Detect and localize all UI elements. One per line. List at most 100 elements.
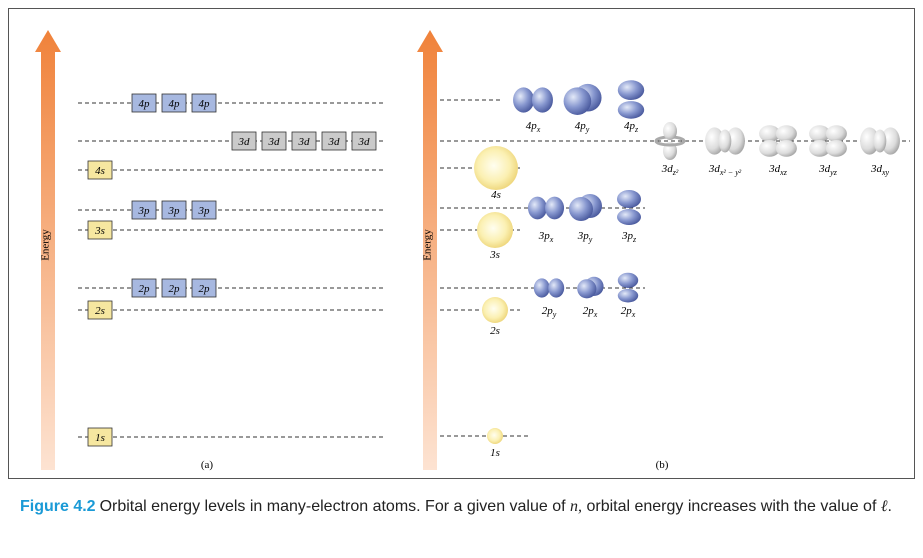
orbital-lobe [474, 146, 518, 190]
orbital-label-main: 3d [708, 163, 721, 175]
orbital-label: 3dz² [661, 163, 679, 177]
orbital [577, 277, 603, 299]
orbital-label: 4pz [624, 120, 639, 134]
orbital-box-label: 3d [358, 136, 371, 148]
panel-caption: (b) [656, 459, 669, 471]
orbital-label-main: 2p [583, 305, 595, 317]
orbital-label-main: 3p [538, 230, 551, 242]
orbital [534, 278, 564, 297]
orbital-label-sub: xz [779, 168, 788, 177]
orbital-label-main: 2p [621, 305, 633, 317]
orbital-lobe [874, 129, 887, 152]
orbital-label-sub: y [588, 235, 593, 244]
axis-label: Energy [422, 229, 434, 261]
orbital-label-main: 4p [575, 120, 587, 132]
orbital-label-sub: y [585, 125, 590, 134]
orbital-lobe [545, 197, 564, 220]
orbital-box-label: 3s [94, 225, 105, 237]
orbital-box-label: 3p [198, 205, 211, 217]
caption-text: Orbital energy levels in many-electron a… [100, 498, 570, 515]
page: Energy 4p 4p 4p 3d 3d 3d 3d 3d 4s 3p 3p 3p 3s 2p 2p 2p 2s… [0, 0, 923, 558]
orbital-label-main: 3d [768, 163, 781, 175]
orbital-label-main: 2p [542, 305, 554, 317]
orbital-label: 1s [490, 447, 500, 459]
orbital [513, 87, 553, 112]
figure-label: Figure 4.2 [20, 498, 96, 515]
orbital-box-label: 3d [298, 136, 311, 148]
orbital-label: 4px [526, 120, 541, 134]
orbital-lobe [618, 273, 638, 288]
orbital-box-label: 3d [268, 136, 281, 148]
orbital-lobe [826, 125, 847, 142]
orbital-box-label: 2p [139, 283, 151, 295]
orbital-label: 3dxy [870, 163, 890, 177]
orbital-lobe [719, 129, 732, 152]
orbital-label: 3px [538, 230, 554, 244]
orbital-label: 2px [621, 305, 636, 319]
orbital-label-main: 1s [490, 447, 500, 459]
orbital-box-label: 2p [199, 283, 211, 295]
orbital-label-sub: x [549, 235, 554, 244]
caption-text: n, [570, 498, 582, 515]
caption-text: ℓ [881, 498, 888, 515]
orbital-lobe [534, 278, 550, 297]
orbital-lobe [617, 209, 641, 225]
figure: Energy 4p 4p 4p 3d 3d 3d 3d 3d 4s 3p 3p 3p 3s 2p 2p 2p 2s… [0, 0, 923, 490]
orbital-label: 4py [575, 120, 590, 134]
orbital [528, 197, 564, 220]
orbital-label-sub: z² [672, 168, 679, 177]
orbital [482, 297, 508, 323]
orbital-lobe [618, 289, 638, 303]
orbital [564, 84, 602, 115]
orbital-lobe [663, 122, 677, 140]
orbital-label-sub: z [632, 235, 637, 244]
orbital-lobe [528, 197, 547, 220]
orbital-lobe [776, 125, 797, 142]
orbital-lobe [548, 278, 564, 297]
orbital-lobe [618, 101, 644, 119]
orbital-label-sub: x [593, 310, 598, 319]
caption-text: . [888, 498, 892, 515]
orbital-box-label: 3d [238, 136, 251, 148]
orbital-label-sub: x [631, 310, 636, 319]
orbital [618, 80, 644, 119]
orbital-label-main: 3p [621, 230, 634, 242]
orbital-label: 3dx² − y² [708, 163, 742, 177]
orbital [705, 127, 745, 154]
orbital-label-sub: yz [829, 168, 838, 177]
orbital-lobe [569, 197, 593, 221]
orbital-box-label: 4s [95, 165, 105, 177]
orbital-label: 3dxz [768, 163, 788, 177]
orbital-box-label: 1s [95, 432, 105, 444]
orbital-label-main: 4p [624, 120, 636, 132]
orbital-box-label: 2p [169, 283, 181, 295]
orbital-lobe [577, 279, 596, 298]
orbital-lobe [564, 87, 592, 115]
orbital-label-main: 3p [577, 230, 590, 242]
orbital-label: 3pz [621, 230, 637, 244]
orbital-box-label: 4p [169, 98, 181, 110]
orbital-lobe [482, 297, 508, 323]
orbital [474, 146, 518, 190]
orbital-label-sub: y [552, 310, 557, 319]
orbital-lobe [826, 140, 847, 157]
orbital-box-label: 3p [138, 205, 151, 217]
orbital-lobe [477, 212, 513, 248]
orbital [860, 127, 900, 154]
orbital-box-label: 2s [95, 305, 105, 317]
orbital-lobe [513, 87, 534, 112]
orbital-lobe [617, 190, 641, 208]
orbital-label-main: 2s [490, 325, 500, 337]
orbital-label-main: 3s [489, 249, 500, 261]
orbital-label: 2s [490, 325, 500, 337]
orbital-label-main: 4p [526, 120, 538, 132]
orbital [569, 194, 602, 221]
orbital-lobe [487, 428, 503, 444]
frame [9, 9, 915, 479]
orbital-label-sub: x [536, 125, 541, 134]
orbital-label: 2py [542, 305, 557, 319]
orbital-label: 4s [491, 189, 501, 201]
